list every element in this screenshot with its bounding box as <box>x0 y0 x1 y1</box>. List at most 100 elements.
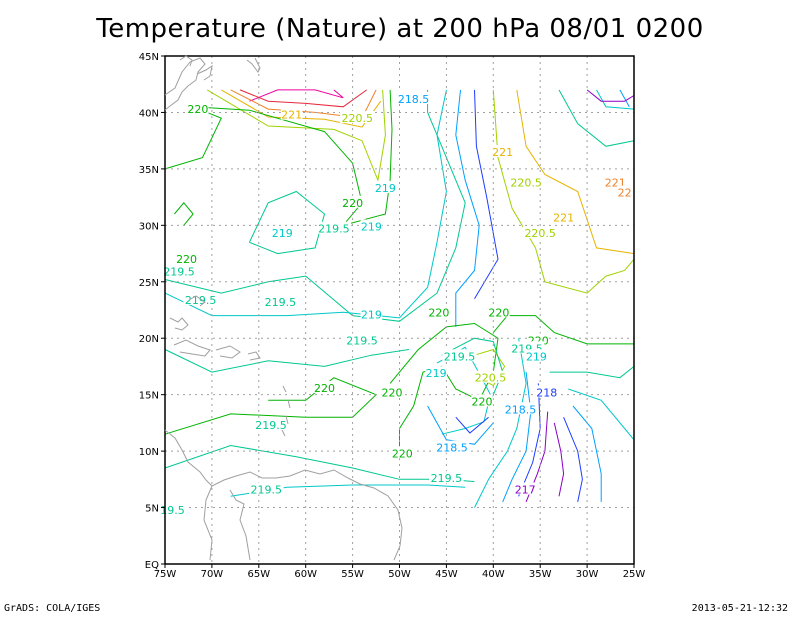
footer-timestamp: 2013-05-21-12:32 <box>691 603 788 614</box>
contour-line <box>572 405 602 502</box>
contour-line <box>549 366 635 379</box>
contour-label-bg <box>263 295 298 308</box>
contour-line <box>249 89 344 102</box>
contour-label: 219 <box>361 309 382 322</box>
contour-line <box>492 89 635 294</box>
contour-label: 219.5 <box>163 266 195 279</box>
contour-label-bg <box>508 175 544 188</box>
y-tick-label: EQ <box>145 560 159 571</box>
contour-line <box>474 348 506 387</box>
contour-label-bg <box>429 471 464 484</box>
contour-label: 218.5 <box>505 403 537 416</box>
contour-label-bg <box>374 181 397 194</box>
contour-line <box>248 190 326 255</box>
contour-label: 220.5 <box>342 112 374 125</box>
contour-line <box>586 89 635 102</box>
x-tick-label: 40W <box>482 569 505 580</box>
contour-line <box>427 405 494 445</box>
contour-label-bg <box>253 418 289 431</box>
contour-label-bg <box>396 91 431 104</box>
contour-label: 220 <box>187 103 208 116</box>
contour-label-bg <box>391 446 414 459</box>
contour-line <box>164 89 466 322</box>
y-tick-label: 40N <box>139 108 159 119</box>
footer-credit: GrADS: COLA/IGES <box>4 603 101 614</box>
contour-label-bg <box>471 394 493 407</box>
contour-label-bg <box>604 175 626 188</box>
contour-label-bg <box>442 349 477 362</box>
x-tick-label: 55W <box>341 569 364 580</box>
y-tick-label: 15N <box>139 391 159 402</box>
contour-label-bg <box>434 440 470 453</box>
contour-label: 219.5 <box>346 334 378 347</box>
page-title: Temperature (Nature) at 200 hPa 08/01 02… <box>96 14 704 44</box>
contour-label-bg <box>488 305 510 318</box>
contour-label-bg <box>428 305 450 318</box>
contour-label-bg <box>617 185 633 198</box>
contour-label: 219.5 <box>251 483 283 496</box>
contour-line <box>553 422 565 497</box>
contour-line <box>455 416 489 434</box>
contour-line <box>389 322 499 457</box>
contour-label-bg <box>360 307 383 320</box>
contour-label-bg <box>552 210 575 223</box>
contour-label: 219.5 <box>431 472 463 485</box>
contour-label: 219 <box>375 182 396 195</box>
contour-label-bg <box>381 385 403 398</box>
contour-line <box>164 89 447 319</box>
contour-label-bg <box>425 366 447 379</box>
contour-label: 220 <box>428 306 449 319</box>
y-tick-label: 30N <box>139 221 159 232</box>
contour-label: 219 <box>272 227 293 240</box>
x-tick-label: 50W <box>388 569 411 580</box>
contour-label: 19.5 <box>160 504 185 517</box>
contour-line <box>492 315 634 345</box>
contour-label: 221 <box>553 211 574 224</box>
contour-label: 219.5 <box>255 419 287 432</box>
contour-label: 218 <box>536 386 557 399</box>
x-tick-label: 45W <box>435 569 458 580</box>
contour-label-bg <box>514 482 536 495</box>
contour-line <box>455 89 480 327</box>
contour-label: 220.5 <box>475 372 507 385</box>
contour-line <box>164 377 378 435</box>
x-tick-label: 70W <box>201 569 224 580</box>
x-tick-label: 75W <box>154 569 177 580</box>
coastline <box>164 55 403 561</box>
x-tick-label: 35W <box>529 569 552 580</box>
contour-label-bg <box>175 252 198 265</box>
contour-line <box>563 417 583 503</box>
x-tick-label: 60W <box>294 569 317 580</box>
y-tick-label: 20N <box>139 334 159 345</box>
contour-label: 218.5 <box>436 442 468 455</box>
contour-label: 221 <box>281 109 302 122</box>
contour-label-bg <box>525 349 548 362</box>
contour-label: 220.5 <box>510 176 542 189</box>
contour-line <box>474 338 527 508</box>
y-tick-label: 35N <box>139 165 159 176</box>
contour-label: 221 <box>492 146 513 159</box>
contour-label: 220 <box>392 447 413 460</box>
contour-line <box>164 349 409 373</box>
contour-label-bg <box>503 402 538 415</box>
x-tick-label: 25W <box>623 569 646 580</box>
contour-label: 220 <box>381 386 402 399</box>
contour-label-bg <box>249 482 284 495</box>
y-tick-label: 5N <box>145 504 159 515</box>
contour-line <box>518 383 541 497</box>
contour-label: 220 <box>176 253 197 266</box>
contour-label: 219.5 <box>185 294 217 307</box>
contour-label-bg <box>473 370 508 383</box>
contour-line <box>502 372 532 503</box>
contour-label-bg <box>316 221 352 234</box>
contour-label-bg <box>280 107 303 120</box>
contour-label-bg <box>161 264 197 277</box>
contour-line <box>174 202 194 226</box>
contour-label-bg <box>340 111 375 124</box>
contour-line <box>206 89 386 183</box>
contour-label-bg <box>536 385 558 398</box>
y-tick-label: 45N <box>139 52 159 63</box>
contour-label: 22 <box>618 187 632 200</box>
grid-lines <box>165 56 634 564</box>
